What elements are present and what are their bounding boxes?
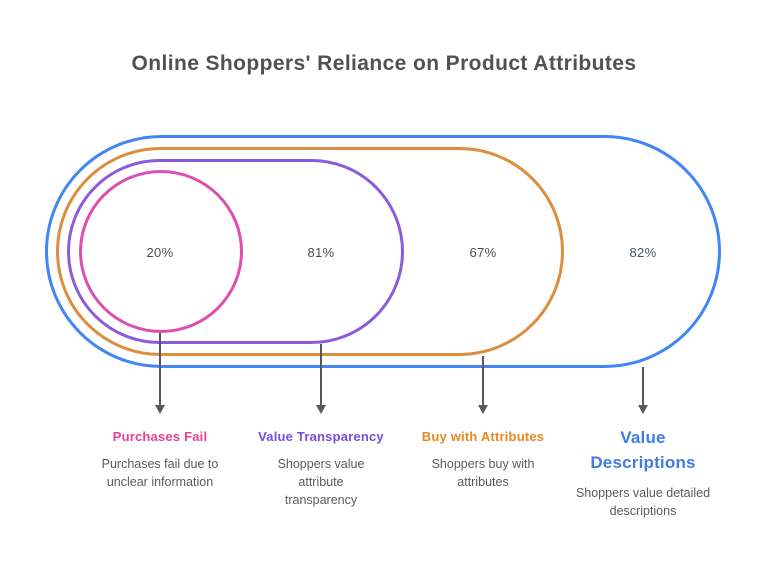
arrowhead-icon	[638, 405, 648, 414]
arrow-shaft	[482, 356, 484, 405]
legend-value-descriptions: Value Descriptions Shoppers value detail…	[558, 426, 728, 521]
arrow-shaft	[642, 367, 644, 405]
percent-value-descriptions: 82%	[629, 245, 657, 260]
legend-value-transparency: Value Transparency Shoppers value attrib…	[246, 429, 396, 509]
legend-description: Shoppers buy with attributes	[431, 457, 535, 490]
arrowhead-icon	[478, 405, 488, 414]
arrow-shaft	[320, 344, 322, 405]
percent-value-transparency: 81%	[307, 245, 335, 260]
arrow-down-icon	[155, 333, 165, 414]
arrow-down-icon	[316, 344, 326, 414]
percent-purchases-fail: 20%	[146, 245, 174, 260]
arrow-shaft	[159, 333, 161, 405]
arrowhead-icon	[316, 405, 326, 414]
legend-purchases-fail: Purchases Fail Purchases fail due to unc…	[85, 429, 235, 491]
legend-description: Purchases fail due to unclear informatio…	[101, 457, 219, 490]
ring-purchases-fail	[79, 170, 243, 333]
legend-label: Buy with Attributes	[421, 429, 545, 444]
ring-value-transparency	[67, 159, 404, 344]
legend-buy-with-attributes: Buy with Attributes Shoppers buy with at…	[403, 429, 563, 491]
chart-title: Online Shoppers' Reliance on Product Att…	[131, 52, 637, 75]
legend-label: Purchases Fail	[112, 429, 208, 444]
arrow-down-icon	[638, 367, 648, 414]
arrow-down-icon	[478, 356, 488, 414]
legend-description: Shoppers value detailed descriptions	[575, 486, 711, 519]
legend-label: Value Transparency	[258, 429, 384, 444]
ring-buy-with-attributes	[56, 147, 564, 356]
legend-description: Shoppers value attribute transparency	[277, 457, 365, 508]
legend-label: Value Descriptions	[590, 428, 696, 472]
ring-value-descriptions	[45, 135, 721, 368]
percent-buy-with-attributes: 67%	[469, 245, 497, 260]
arrowhead-icon	[155, 405, 165, 414]
